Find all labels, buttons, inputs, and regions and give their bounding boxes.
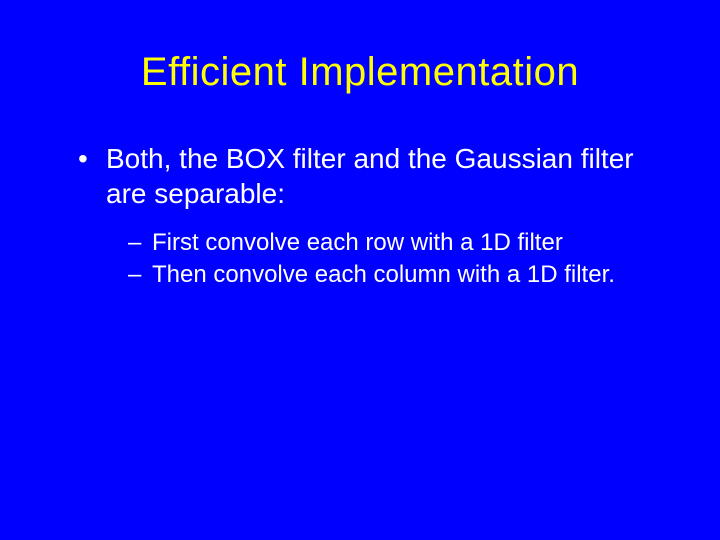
bullet-level1: Both, the BOX filter and the Gaussian fi… (78, 141, 670, 211)
bullet-level2: First convolve each row with a 1D filter (128, 227, 670, 259)
bullet-level2: Then convolve each column with a 1D filt… (128, 259, 670, 291)
slide-container: Efficient Implementation Both, the BOX f… (0, 0, 720, 540)
slide-title: Efficient Implementation (50, 50, 670, 95)
